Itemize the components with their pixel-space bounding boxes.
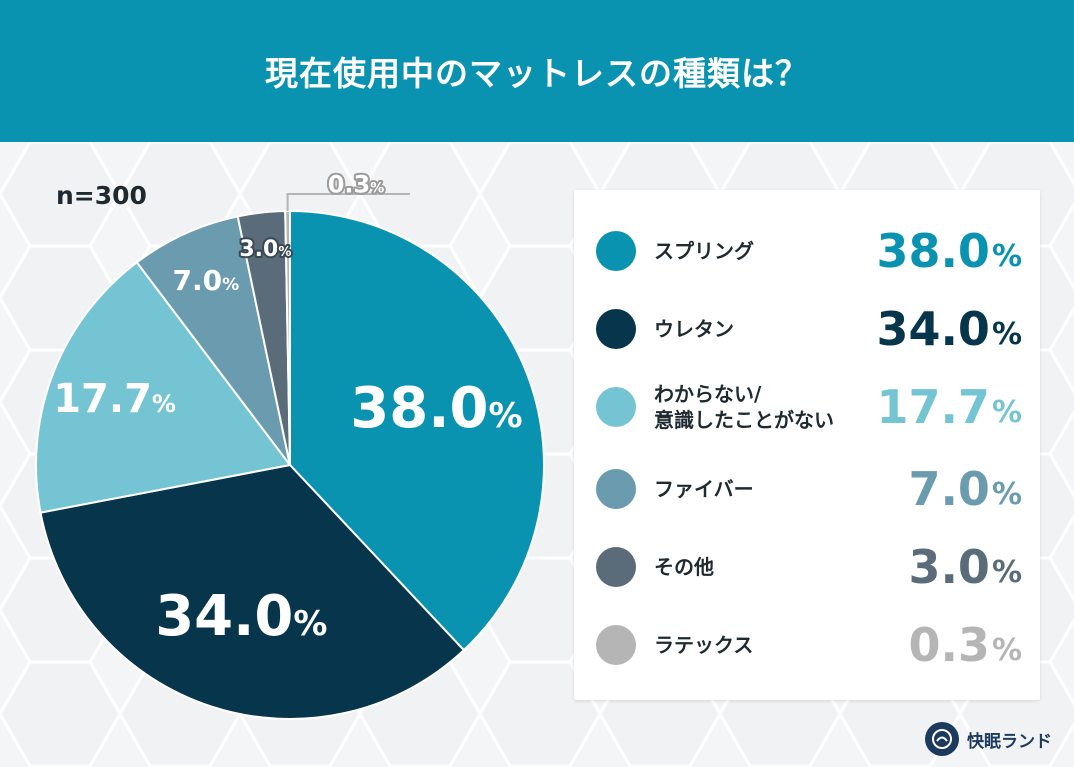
legend-label-spring: スプリング: [654, 239, 754, 263]
legend-item-unknown: わからない/意識したことがない 17.7%: [574, 368, 1040, 446]
legend-swatch-urethane: [596, 309, 636, 349]
legend-value-spring: 38.0%: [876, 224, 1022, 278]
sample-size-label: n=300: [56, 181, 147, 210]
data-label-other: 3.0%: [239, 237, 291, 262]
legend-value-other: 3.0%: [908, 540, 1022, 594]
legend-swatch-latex: [596, 625, 636, 665]
legend-panel: スプリング 38.0% ウレタン 34.0% わからない/意識したことがない 17.7% フ…: [574, 190, 1040, 700]
legend-label-other: その他: [654, 555, 714, 579]
legend-swatch-spring: [596, 231, 636, 271]
legend-label-latex: ラテックス: [654, 633, 754, 657]
legend-swatch-fiber: [596, 469, 636, 509]
leader-line-latex: [286, 193, 410, 212]
legend-item-spring: スプリング 38.0%: [574, 212, 1040, 290]
legend-item-fiber: ファイバー 7.0%: [574, 450, 1040, 528]
legend-value-fiber: 7.0%: [908, 462, 1022, 516]
brand: 快眠ランド: [925, 722, 1052, 756]
data-label-spring: 38.0%: [350, 376, 522, 441]
brand-name: 快眠ランド: [967, 731, 1052, 752]
data-label-fiber: 7.0%: [172, 264, 239, 297]
pie-chart: 38.0% 34.0% 17.7% 7.0%3.0% 0.3%: [35, 169, 545, 720]
pie-slice-unknown: [35, 260, 292, 514]
legend-label-urethane: ウレタン: [654, 317, 734, 341]
data-label-unknown: 17.7%: [53, 376, 176, 422]
legend-swatch-unknown: [596, 387, 636, 427]
chart-title: 現在使用中のマットレスの種類は？: [265, 54, 809, 93]
legend-label-unknown: わからない/意識したことがない: [654, 382, 834, 432]
legend-item-other: その他 3.0%: [574, 528, 1040, 606]
legend-item-urethane: ウレタン 34.0%: [574, 290, 1040, 368]
legend-item-latex: ラテックス 0.3%: [574, 606, 1040, 684]
legend-value-latex: 0.3%: [908, 618, 1022, 672]
legend-swatch-other: [596, 547, 636, 587]
legend-value-unknown: 17.7%: [876, 380, 1022, 434]
data-label-latex: 0.3%: [328, 171, 385, 199]
pie-slice-urethane: [39, 463, 466, 720]
pie-slice-fiber: [135, 215, 291, 466]
pie-slice-spring: [289, 209, 545, 652]
data-label-urethane: 34.0%: [155, 584, 327, 649]
legend-value-urethane: 34.0%: [876, 302, 1022, 356]
header-banner: 現在使用中のマットレスの種類は？: [0, 0, 1074, 142]
legend-label-fiber: ファイバー: [654, 477, 754, 501]
brand-logo-icon: [925, 722, 959, 756]
